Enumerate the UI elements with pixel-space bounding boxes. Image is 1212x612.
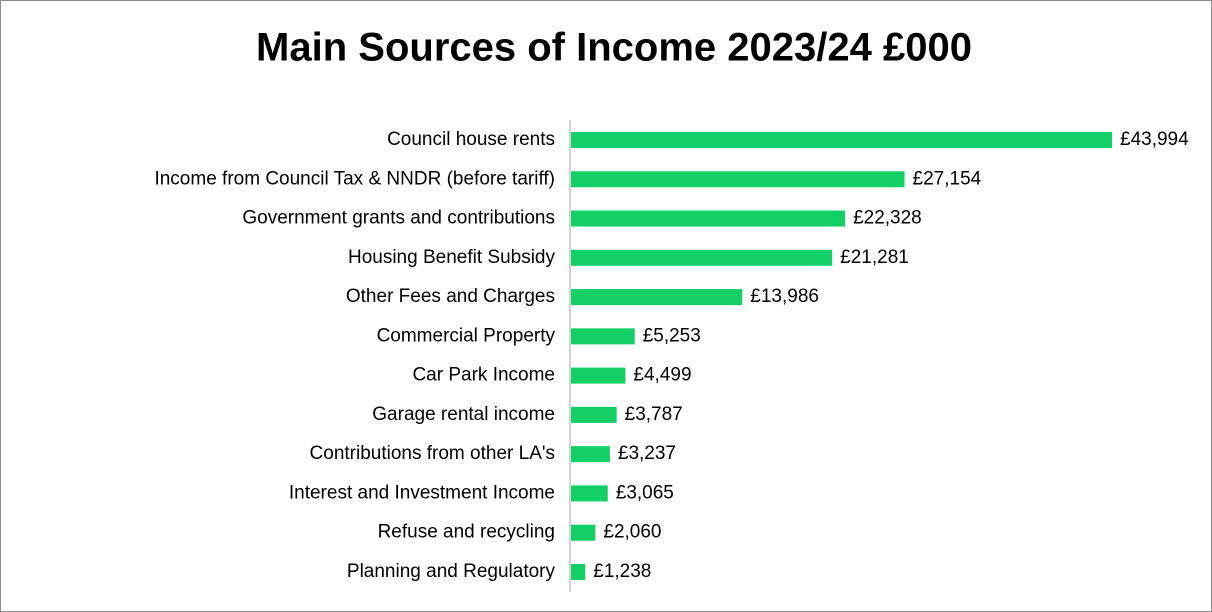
value-label: £27,154: [913, 168, 982, 189]
bar: [571, 524, 596, 541]
bar: [571, 171, 905, 188]
category-label: Income from Council Tax & NNDR (before t…: [154, 168, 555, 189]
bar: [571, 289, 743, 306]
category-label: Other Fees and Charges: [346, 286, 555, 307]
bar: [571, 563, 586, 580]
bar: [571, 210, 846, 227]
value-label: £13,986: [750, 286, 819, 307]
value-label: £2,060: [603, 522, 661, 543]
value-label: £43,994: [1120, 129, 1189, 150]
category-label: Garage rental income: [372, 404, 555, 425]
category-label: Planning and Regulatory: [347, 561, 556, 582]
value-label: £3,237: [618, 443, 676, 464]
category-label: Housing Benefit Subsidy: [348, 247, 556, 268]
chart-title: Main Sources of Income 2023/24 £000: [256, 26, 972, 70]
bar: [571, 328, 635, 345]
category-label: Government grants and contributions: [242, 208, 555, 229]
value-label: £5,253: [643, 325, 701, 346]
value-label: £3,787: [625, 404, 683, 425]
category-label: Council house rents: [387, 129, 555, 150]
value-label: £21,281: [840, 247, 909, 268]
value-label: £22,328: [853, 208, 922, 229]
bar: [571, 367, 626, 384]
bar: [571, 485, 608, 502]
bar: [571, 446, 610, 463]
value-label: £1,238: [593, 561, 651, 582]
category-label: Commercial Property: [377, 325, 556, 346]
value-label: £3,065: [616, 482, 674, 503]
category-label: Interest and Investment Income: [289, 482, 555, 503]
bar: [571, 249, 833, 266]
category-label: Contributions from other LA's: [310, 443, 555, 464]
value-label: £4,499: [633, 365, 691, 386]
category-label: Refuse and recycling: [378, 522, 555, 543]
category-label: Car Park Income: [412, 365, 555, 386]
bar: [571, 132, 1112, 148]
bar: [571, 406, 617, 423]
